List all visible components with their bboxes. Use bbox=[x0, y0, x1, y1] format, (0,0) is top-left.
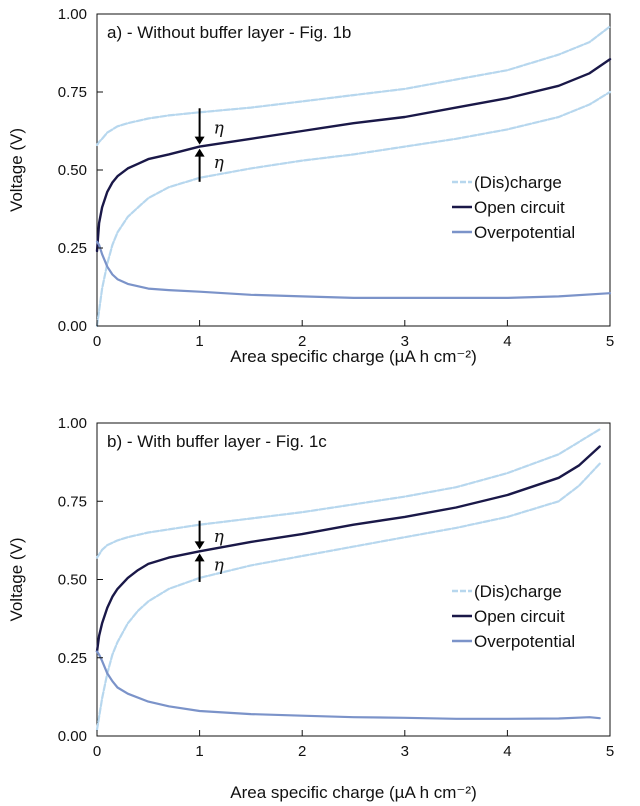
y-tick-label: 0.00 bbox=[58, 318, 87, 335]
x-tick-label: 3 bbox=[401, 743, 409, 760]
series-line-charge_upper bbox=[95, 428, 601, 559]
plot-frame bbox=[96, 13, 611, 327]
eta-arrowhead-up bbox=[194, 148, 205, 157]
legend-label: Overpotential bbox=[474, 632, 575, 651]
legend-label: (Dis)charge bbox=[474, 582, 562, 601]
y-axis-title: Voltage (V) bbox=[7, 537, 26, 621]
x-tick-label: 0 bbox=[93, 333, 101, 350]
eta-label-upper: η bbox=[214, 118, 225, 138]
eta-label-lower: η bbox=[214, 556, 225, 576]
x-tick-label: 3 bbox=[401, 333, 409, 350]
x-tick-label: 4 bbox=[503, 743, 511, 760]
eta-annotation: ηη bbox=[194, 520, 225, 582]
legend-label: Overpotential bbox=[474, 223, 575, 242]
y-tick-label: 0.00 bbox=[58, 728, 87, 745]
panel-title: b) - With buffer layer - Fig. 1c bbox=[107, 432, 327, 451]
series-line-overpotential bbox=[95, 650, 601, 720]
y-tick-label: 0.75 bbox=[58, 493, 87, 510]
eta-annotation: ηη bbox=[194, 108, 225, 182]
chart-panel-a: 0 1 2 3 4 5 0.00 0.25 0.50 0.75 1.00 Area specific … bbox=[7, 6, 614, 366]
x-axis-title: Area specific charge (µA h cm⁻²) bbox=[230, 347, 476, 366]
x-tick-label: 1 bbox=[195, 743, 203, 760]
series-line-charge_upper bbox=[95, 25, 612, 147]
y-tick-label: 1.00 bbox=[58, 6, 87, 23]
y-tick-label: 0.25 bbox=[58, 240, 87, 257]
eta-label-lower: η bbox=[214, 153, 225, 173]
eta-arrowhead-down bbox=[194, 136, 205, 145]
legend-label: Open circuit bbox=[474, 607, 565, 626]
series-line-open-circuit bbox=[95, 58, 612, 253]
x-tick-label: 2 bbox=[298, 743, 306, 760]
y-tick-label: 0.75 bbox=[58, 84, 87, 101]
x-tick-label: 1 bbox=[195, 333, 203, 350]
y-axis-title: Voltage (V) bbox=[7, 128, 26, 212]
x-tick-label: 5 bbox=[606, 743, 614, 760]
y-tick-label: 1.00 bbox=[58, 415, 87, 432]
x-axis-title: Area specific charge (µA h cm⁻²) bbox=[230, 783, 476, 802]
y-tick-label: 0.25 bbox=[58, 650, 87, 667]
chart-panel-b: 0 1 2 3 4 5 0.00 0.25 0.50 0.75 1.00 Area specific … bbox=[7, 415, 614, 802]
x-tick-label: 0 bbox=[93, 743, 101, 760]
x-tick-label: 4 bbox=[503, 333, 511, 350]
legend-label: (Dis)charge bbox=[474, 173, 562, 192]
legend: (Dis)charge Open circuit Overpotential bbox=[452, 582, 575, 651]
eta-arrowhead-up bbox=[194, 553, 205, 562]
x-tick-label: 5 bbox=[606, 333, 614, 350]
series-line-open-circuit bbox=[95, 445, 601, 653]
x-tick-label: 2 bbox=[298, 333, 306, 350]
panel-title: a) - Without buffer layer - Fig. 1b bbox=[107, 23, 351, 42]
y-tick-label: 0.50 bbox=[58, 572, 87, 589]
eta-label-upper: η bbox=[214, 527, 225, 547]
y-tick-label: 0.50 bbox=[58, 162, 87, 179]
legend: (Dis)charge Open circuit Overpotential bbox=[452, 173, 575, 242]
plot-frame bbox=[96, 422, 611, 737]
series-line-overpotential bbox=[95, 240, 612, 299]
legend-label: Open circuit bbox=[474, 198, 565, 217]
eta-arrowhead-down bbox=[194, 541, 205, 550]
